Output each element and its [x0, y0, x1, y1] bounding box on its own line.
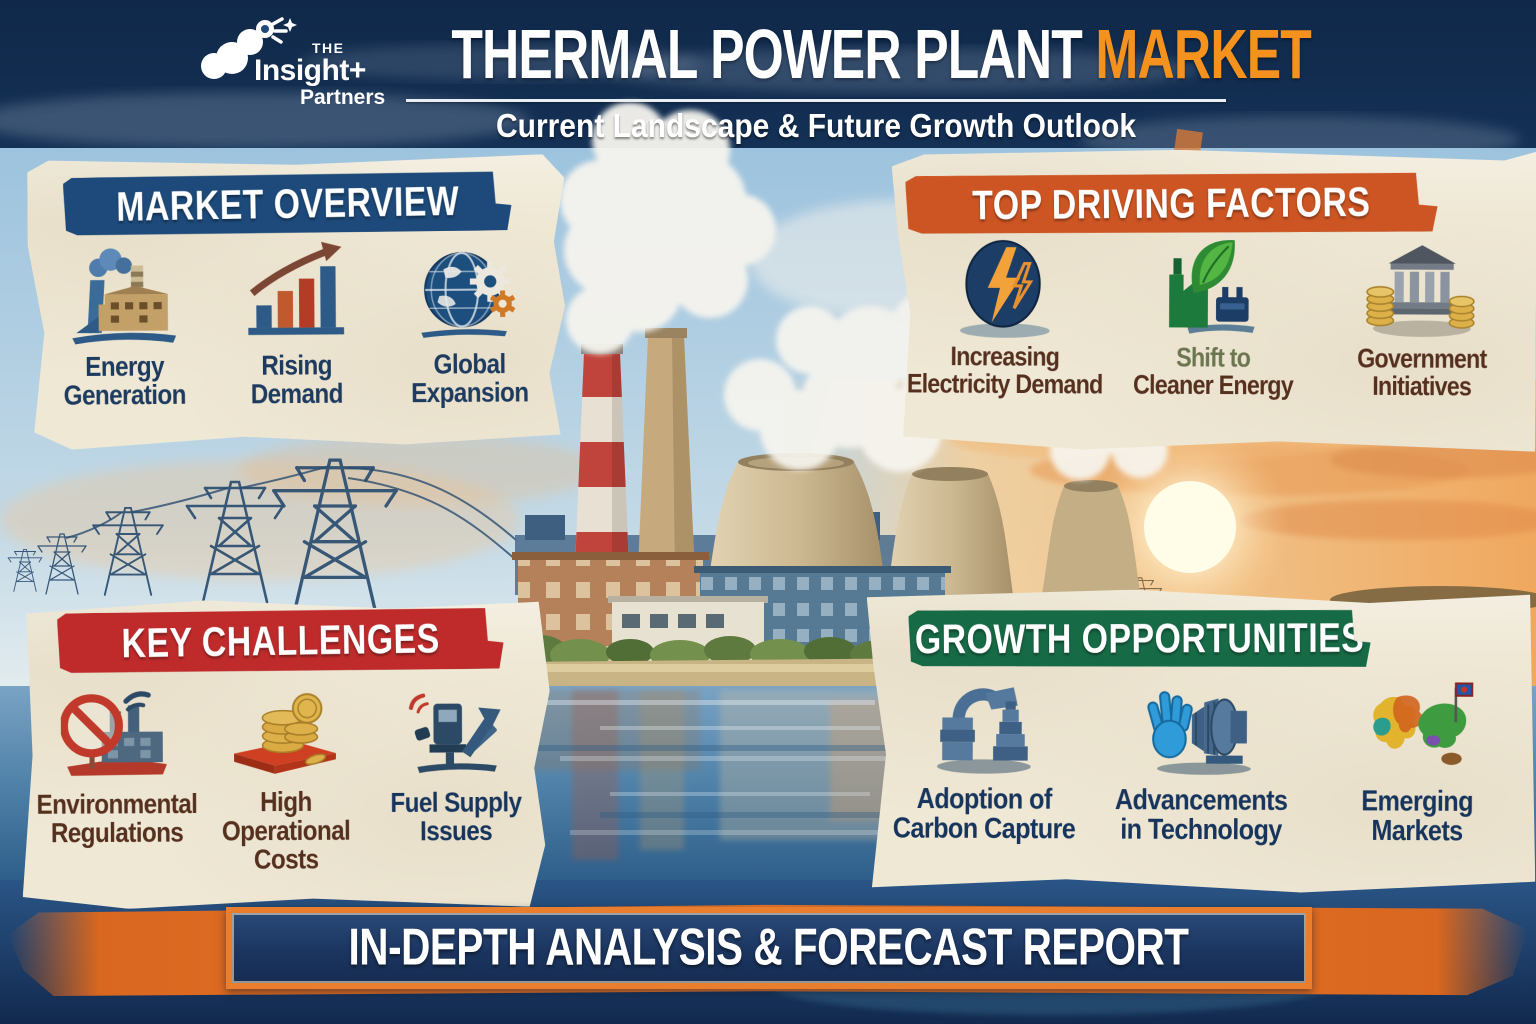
item-label: Advancements in Technology — [1114, 782, 1287, 847]
growth-opportunities-banner: GROWTH OPPORTUNITIES — [908, 609, 1370, 669]
page-title-accent: MARKET — [1095, 15, 1311, 93]
logo-text-partners: Partners — [300, 86, 386, 109]
no-factory-icon — [60, 679, 173, 792]
item-shift-to-cleaner-energy: Shift to Cleaner Energy — [1109, 233, 1318, 398]
item-label: Energy Generation — [63, 351, 187, 412]
globe-gears-icon — [412, 238, 525, 351]
footer-banner: IN-DEPTH ANALYSIS & FORECAST REPORT — [226, 907, 1312, 989]
market-overview-banner: MARKET OVERVIEW — [63, 170, 512, 238]
item-increasing-electricity-demand: Increasing Electricity Demand — [900, 232, 1109, 397]
top-driving-factors-banner: TOP DRIVING FACTORS — [905, 171, 1438, 236]
item-label: Rising Demand — [250, 350, 344, 411]
carbon-capture-icon — [928, 673, 1041, 786]
insight-partners-logo-icon — [201, 17, 297, 79]
logo-text-the: THE — [312, 40, 345, 56]
page-title-main: THERMAL POWER PLANT — [451, 15, 1082, 93]
world-map-flag-icon — [1361, 675, 1474, 788]
item-energy-generation: Energy Generation — [38, 241, 211, 408]
factory-icon — [68, 241, 181, 354]
item-advancements-in-technology: Advancements in Technology — [1092, 673, 1310, 842]
title-divider — [406, 99, 1226, 102]
key-challenges-title: KEY CHALLENGES — [120, 614, 440, 667]
item-label: Shift to Cleaner Energy — [1133, 345, 1293, 401]
item-label: Emerging Markets — [1361, 783, 1474, 848]
coins-stack-icon — [230, 678, 343, 791]
page-subtitle: Current Landscape & Future Growth Outloo… — [495, 108, 1137, 145]
item-label: Adoption of Carbon Capture — [892, 781, 1076, 846]
item-adoption-of-carbon-capture: Adoption of Carbon Capture — [875, 672, 1093, 841]
item-label-top: Shift to — [1176, 343, 1251, 374]
item-emerging-markets: Emerging Markets — [1309, 675, 1527, 844]
lightning-circle-icon — [949, 233, 1062, 346]
item-label: Government Initiatives — [1356, 344, 1487, 402]
panel-growth-opportunities: GROWTH OPPORTUNITIES Adoption of Car — [865, 588, 1536, 894]
market-overview-title: MARKET OVERVIEW — [115, 176, 460, 231]
item-environmental-regulations: Environmental Regulations — [32, 678, 202, 845]
item-label: Global Expansion — [410, 348, 529, 409]
bank-coins-icon — [1366, 235, 1479, 348]
item-rising-demand: Rising Demand — [210, 239, 383, 406]
item-label: Environmental Regulations — [36, 788, 198, 849]
item-label: Increasing Electricity Demand — [906, 341, 1103, 400]
item-high-operational-costs: High Operational Costs — [201, 678, 371, 871]
insight-partners-logo: THE Insight+ Partners — [198, 10, 418, 130]
rising-bar-chart-icon — [240, 240, 353, 353]
item-label-bottom: Cleaner Energy — [1132, 370, 1294, 401]
footer-banner-text: IN-DEPTH ANALYSIS & FORECAST REPORT — [348, 918, 1190, 977]
panel-market-overview: MARKET OVERVIEW Energy Generation — [27, 154, 566, 450]
key-challenges-banner: KEY CHALLENGES — [57, 607, 504, 676]
top-driving-factors-title: TOP DRIVING FACTORS — [972, 177, 1371, 229]
turbine-hand-icon — [1145, 674, 1258, 787]
panel-top-driving-factors: TOP DRIVING FACTORS Increasing Electrici… — [890, 148, 1536, 451]
item-fuel-supply-issues: Fuel Supply Issues — [370, 677, 540, 844]
logo-text-insight: Insight+ — [254, 54, 366, 87]
header: THERMAL POWER PLANT MARKET Current Lands… — [392, 14, 1312, 145]
panel-key-challenges: KEY CHALLENGES Environmental Regulat — [21, 599, 551, 910]
page-title: THERMAL POWER PLANT MARKET — [451, 14, 1311, 94]
item-global-expansion: Global Expansion — [382, 238, 555, 405]
item-government-initiatives: Government Initiatives — [1317, 235, 1526, 400]
green-factory-leaf-icon — [1157, 234, 1270, 347]
fuel-pump-arrow-icon — [399, 677, 512, 790]
item-label: High Operational Costs — [222, 786, 351, 876]
item-label: Fuel Supply Issues — [389, 787, 522, 848]
growth-opportunities-title: GROWTH OPPORTUNITIES — [914, 613, 1365, 663]
